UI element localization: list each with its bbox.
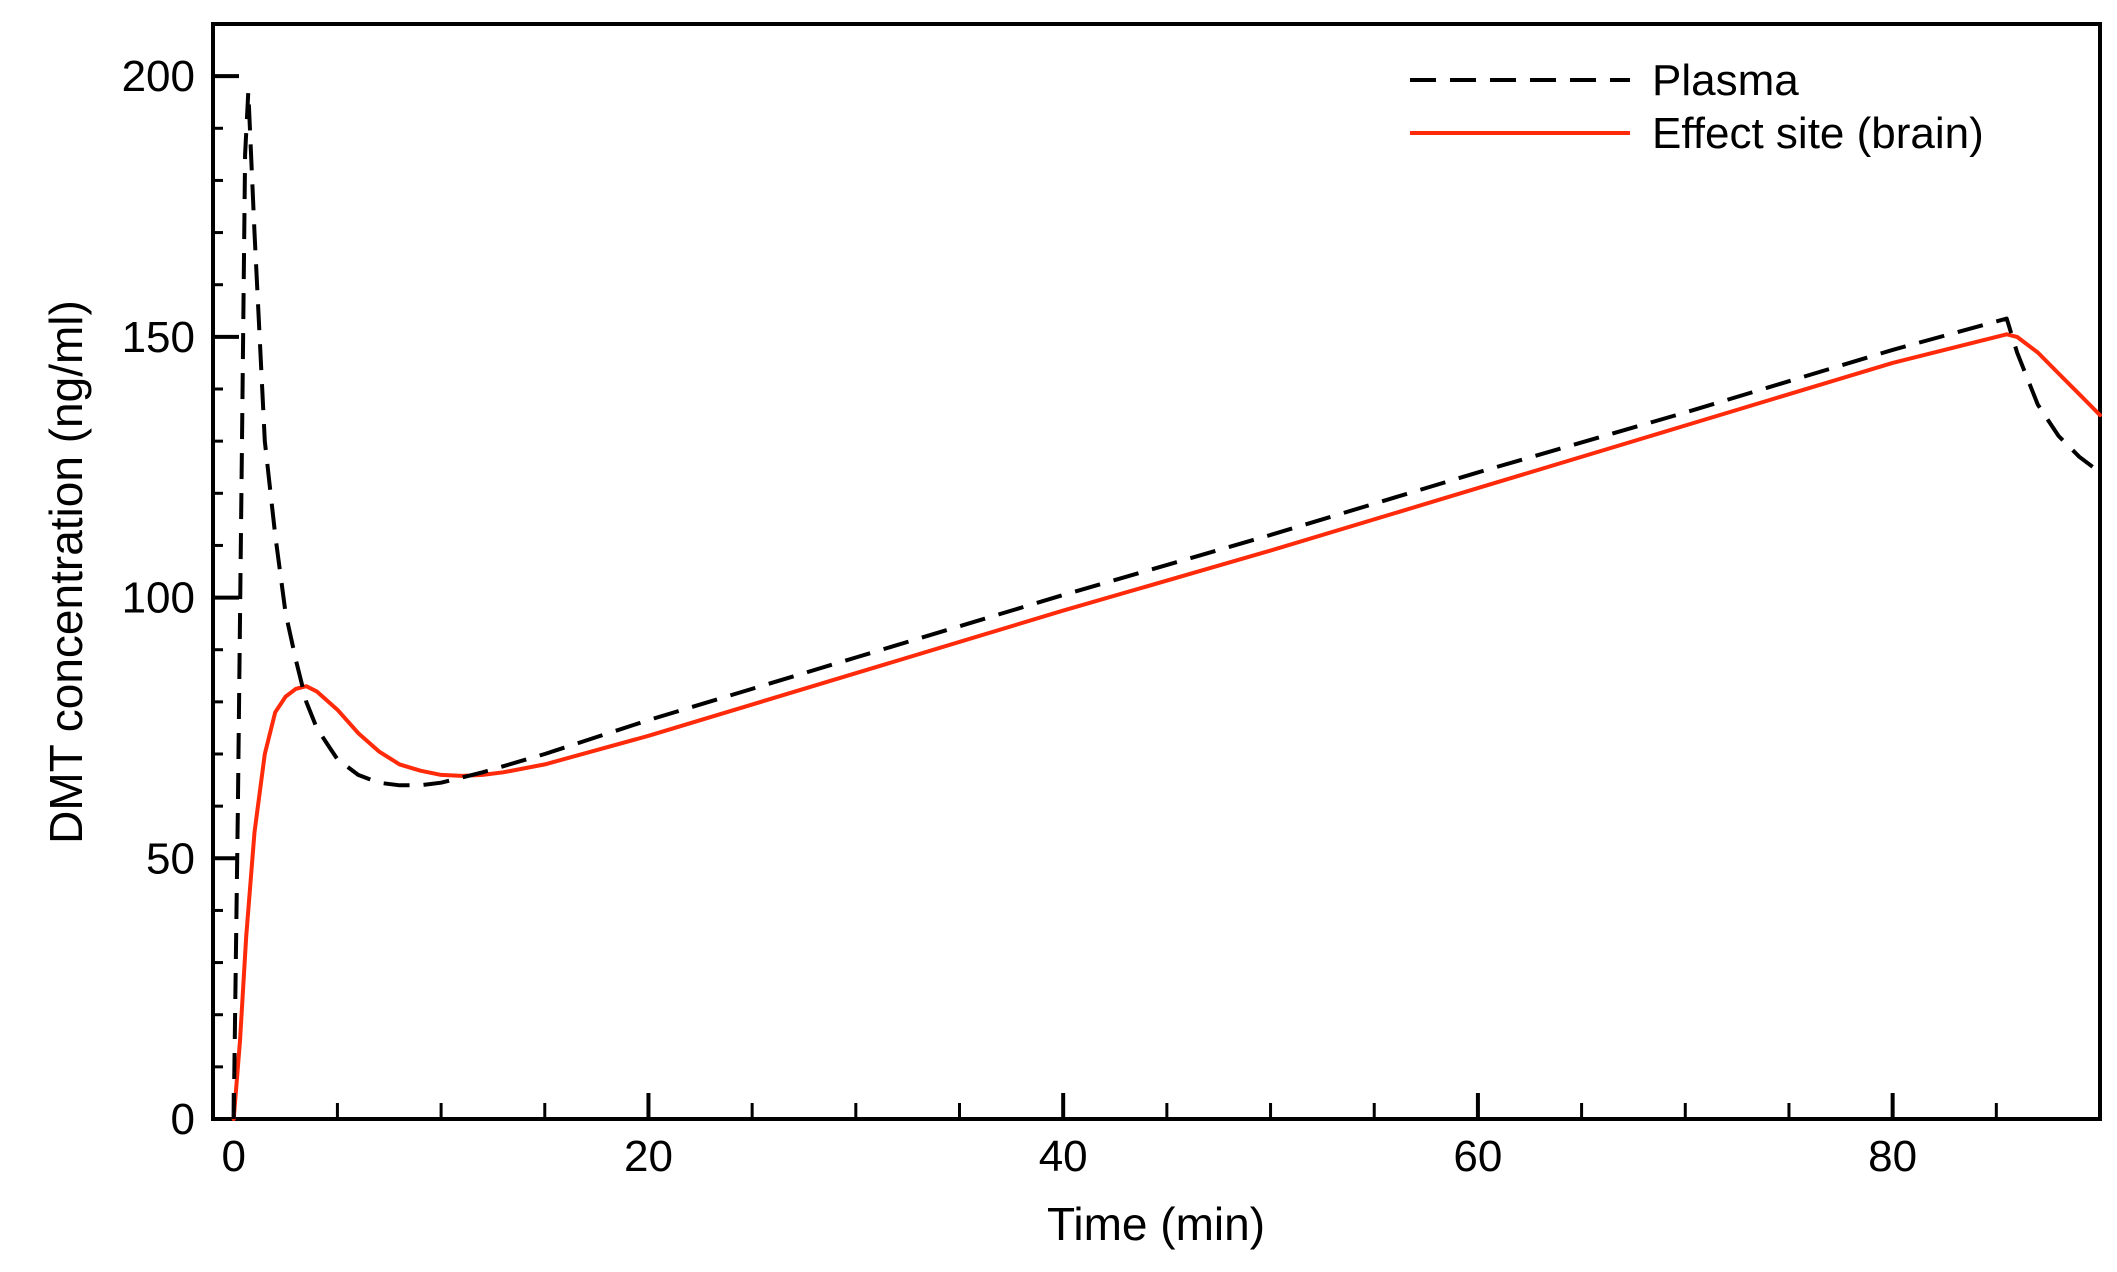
legend: Plasma Effect site (brain) xyxy=(1410,56,1984,158)
legend-label-effect-site: Effect site (brain) xyxy=(1652,109,1984,158)
y-tick-label: 150 xyxy=(122,313,195,362)
x-tick-label: 80 xyxy=(1868,1132,1917,1181)
series-line-plasma xyxy=(231,89,2102,1120)
tick-labels: 0 20 40 60 80 0 50 100 150 200 xyxy=(122,52,1918,1181)
plot-frame xyxy=(211,22,2102,1121)
y-axis-label: DMT concentration (ng/ml) xyxy=(40,300,92,844)
y-tick-label: 100 xyxy=(122,574,195,623)
x-tick-label: 40 xyxy=(1039,1132,1088,1181)
y-tick-label: 200 xyxy=(122,52,195,101)
legend-label-plasma: Plasma xyxy=(1652,56,1799,105)
minor-ticks xyxy=(213,126,2102,1119)
series-lines xyxy=(231,89,2102,1121)
y-tick-label: 0 xyxy=(171,1095,195,1144)
y-tick-label: 50 xyxy=(146,834,195,883)
x-tick-label: 0 xyxy=(221,1132,245,1181)
x-tick-label: 20 xyxy=(624,1132,673,1181)
x-tick-label: 60 xyxy=(1453,1132,1502,1181)
x-axis-label: Time (min) xyxy=(1047,1198,1265,1250)
series-line-effect-site xyxy=(231,332,2102,1121)
